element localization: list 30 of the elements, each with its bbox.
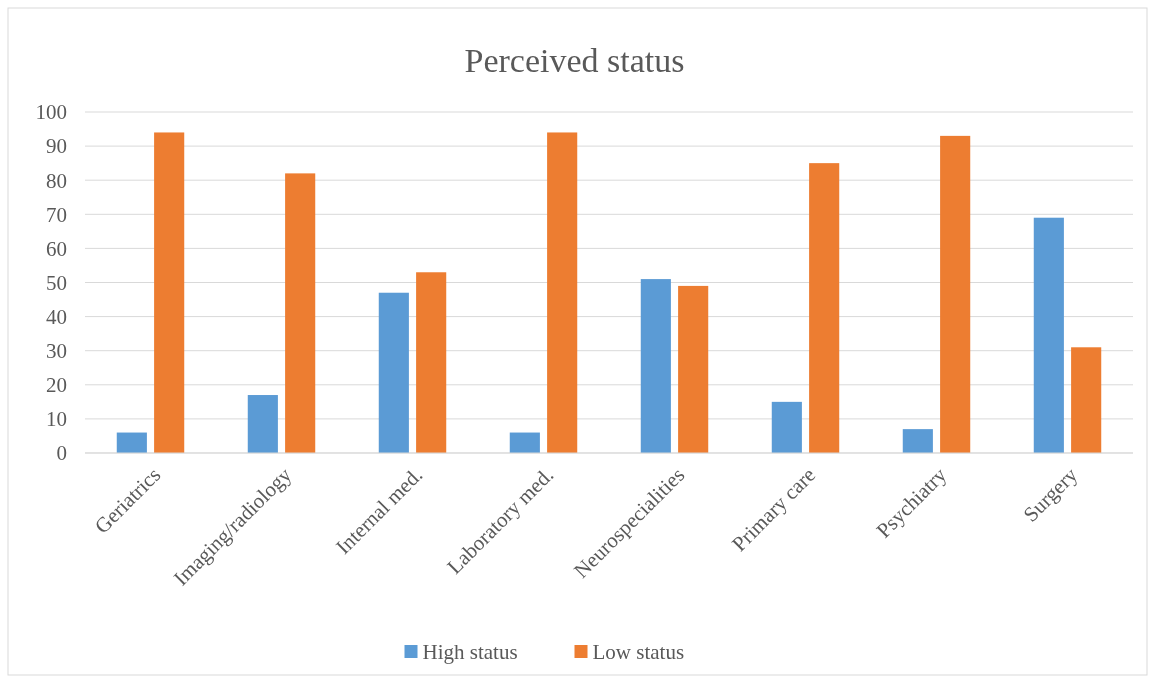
y-tick-label: 40 — [46, 304, 67, 329]
y-tick-label: 0 — [56, 441, 67, 466]
chart-title: Perceived status — [464, 42, 685, 79]
bar — [771, 401, 802, 453]
y-tick-label: 60 — [46, 236, 67, 261]
y-tick-label: 10 — [46, 407, 67, 432]
bar — [640, 279, 671, 453]
bar — [154, 132, 185, 453]
y-tick-label: 50 — [46, 270, 67, 295]
bar — [1033, 217, 1064, 453]
bar — [416, 272, 447, 453]
bar — [247, 395, 278, 453]
bar — [116, 432, 147, 453]
bar — [678, 285, 709, 453]
bar — [285, 173, 316, 453]
bar — [378, 292, 409, 453]
y-tick-label: 20 — [46, 373, 67, 398]
y-tick-label: 30 — [46, 339, 67, 364]
y-tick-label: 90 — [46, 134, 67, 159]
y-tick-label: 80 — [46, 168, 67, 193]
bar — [1071, 347, 1102, 453]
legend-label: Low status — [592, 640, 685, 665]
y-tick-label: 70 — [46, 202, 67, 227]
legend-label: High status — [422, 640, 518, 665]
bar — [809, 163, 840, 453]
bar — [509, 432, 540, 453]
bar — [902, 429, 933, 453]
y-tick-label: 100 — [35, 100, 67, 125]
bar — [940, 135, 971, 453]
bar — [547, 132, 578, 453]
